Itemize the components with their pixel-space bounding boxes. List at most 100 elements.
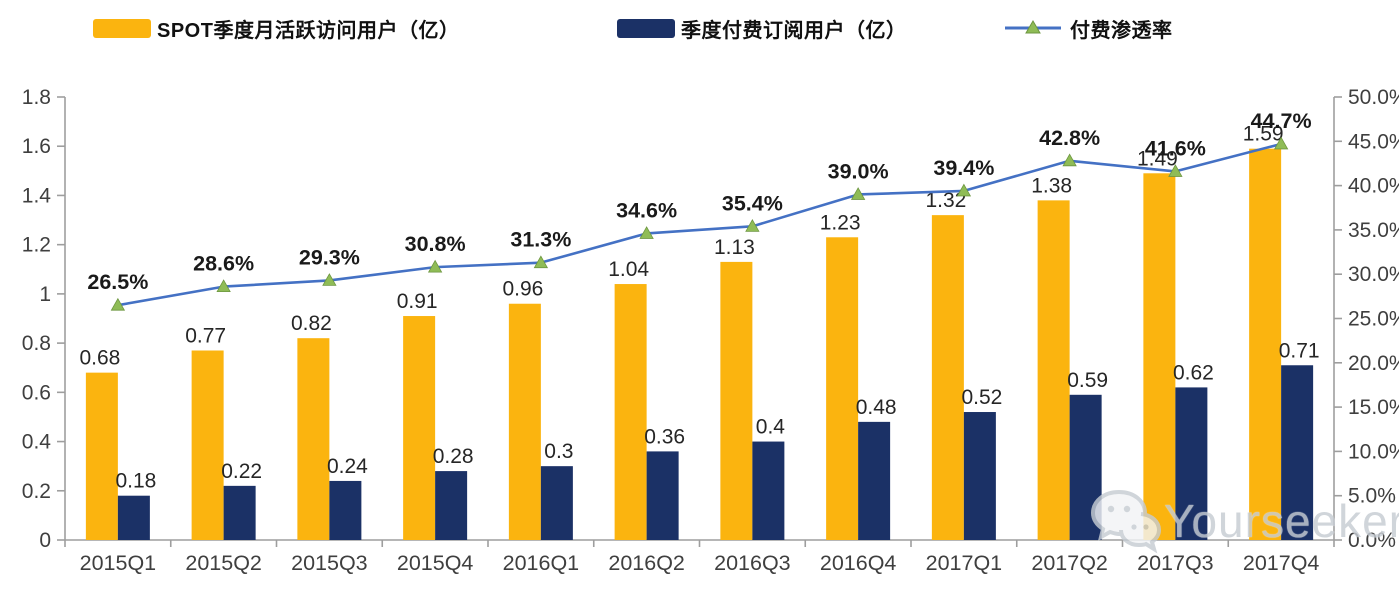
penetration-value-label: 30.8% bbox=[405, 232, 466, 256]
right-axis-label: 10.0% bbox=[1348, 440, 1399, 463]
bar-paid bbox=[1281, 365, 1314, 540]
x-axis-category-label: 2017Q4 bbox=[1243, 551, 1320, 575]
bar-paid-value-label: 0.4 bbox=[756, 416, 786, 439]
bar-paid-value-label: 0.28 bbox=[433, 445, 474, 468]
bar-mau bbox=[508, 303, 541, 540]
right-axis-label: 15.0% bbox=[1348, 396, 1399, 419]
penetration-value-label: 42.8% bbox=[1039, 126, 1100, 150]
bar-mau-value-label: 1.49 bbox=[1137, 147, 1178, 170]
x-axis-category-label: 2016Q2 bbox=[608, 551, 685, 575]
bar-paid bbox=[540, 466, 573, 540]
penetration-value-label: 34.6% bbox=[616, 198, 677, 222]
bar-mau-value-label: 0.91 bbox=[397, 290, 438, 313]
bar-paid-value-label: 0.24 bbox=[327, 455, 368, 478]
penetration-value-label: 35.4% bbox=[722, 191, 783, 215]
legend-label-penetration: 付费渗透率 bbox=[1070, 19, 1173, 42]
bar-mau bbox=[826, 237, 859, 541]
right-axis-label: 0.0% bbox=[1348, 529, 1396, 552]
bar-paid-value-label: 0.3 bbox=[544, 440, 573, 463]
bar-paid bbox=[1175, 387, 1208, 540]
penetration-legend-marker bbox=[1004, 18, 1062, 38]
bar-paid bbox=[858, 421, 891, 540]
right-axis-label: 40.0% bbox=[1348, 175, 1399, 198]
x-axis-category-label: 2015Q4 bbox=[397, 551, 474, 575]
bar-mau-value-label: 0.68 bbox=[79, 347, 120, 370]
bar-paid-value-label: 0.52 bbox=[961, 386, 1002, 409]
bar-mau bbox=[1249, 148, 1282, 540]
bar-mau-value-label: 0.77 bbox=[185, 324, 226, 347]
bar-mau bbox=[1037, 200, 1070, 540]
left-axis-label: 0.2 bbox=[22, 480, 51, 503]
x-axis-category-label: 2016Q4 bbox=[820, 551, 897, 575]
bar-paid-value-label: 0.18 bbox=[115, 470, 156, 493]
bar-paid bbox=[1069, 394, 1102, 540]
right-axis-label: 5.0% bbox=[1348, 485, 1396, 508]
left-axis-label: 0.4 bbox=[22, 431, 52, 454]
bar-paid bbox=[435, 471, 468, 540]
penetration-marker bbox=[745, 219, 760, 232]
bar-paid-value-label: 0.59 bbox=[1067, 369, 1108, 392]
x-axis-category-label: 2015Q3 bbox=[291, 551, 368, 575]
penetration-value-label: 39.0% bbox=[828, 159, 889, 183]
legend: SPOT季度月活跃访问用户（亿） 季度付费订阅用户（亿） 付费渗透率 bbox=[0, 14, 1399, 50]
left-axis-label: 1.4 bbox=[22, 184, 52, 207]
penetration-marker bbox=[533, 255, 549, 269]
left-axis-label: 0 bbox=[39, 529, 51, 552]
legend-item-penetration: 付费渗透率 bbox=[1004, 14, 1173, 42]
x-axis-category-label: 2017Q1 bbox=[926, 551, 1003, 575]
bar-paid bbox=[223, 485, 256, 540]
penetration-value-label: 29.3% bbox=[299, 245, 360, 269]
penetration-marker bbox=[1273, 136, 1289, 150]
bar-mau bbox=[720, 261, 753, 540]
bar-mau bbox=[191, 350, 224, 540]
left-axis-label: 1.2 bbox=[22, 234, 51, 257]
bar-mau bbox=[1143, 173, 1176, 541]
right-axis-label: 35.0% bbox=[1348, 219, 1399, 242]
bar-paid-value-label: 0.48 bbox=[856, 396, 897, 419]
right-axis-label: 25.0% bbox=[1348, 308, 1399, 331]
penetration-marker bbox=[1062, 153, 1077, 167]
left-axis-label: 1.8 bbox=[22, 86, 51, 109]
penetration-value-label: 26.5% bbox=[87, 270, 148, 294]
bar-mau bbox=[297, 338, 330, 540]
penetration-marker bbox=[110, 297, 126, 311]
penetration-marker bbox=[427, 259, 443, 273]
penetration-value-label: 39.4% bbox=[933, 156, 994, 180]
x-axis-category-label: 2016Q1 bbox=[503, 551, 580, 575]
mau-legend-swatch bbox=[93, 18, 151, 38]
bar-mau bbox=[614, 284, 647, 540]
penetration-value-label: 44.7% bbox=[1251, 109, 1312, 133]
x-axis-category-label: 2015Q2 bbox=[185, 551, 262, 575]
x-axis-category-label: 2015Q1 bbox=[80, 551, 157, 575]
left-axis-label: 1.6 bbox=[22, 135, 51, 158]
legend-item-paid: 季度付费订阅用户（亿） bbox=[617, 14, 907, 42]
bar-mau-value-label: 1.23 bbox=[820, 211, 861, 234]
bar-paid bbox=[329, 480, 362, 540]
penetration-marker bbox=[216, 279, 231, 293]
bar-paid bbox=[117, 495, 150, 540]
bar-mau-value-label: 1.32 bbox=[925, 189, 966, 212]
right-axis-label: 30.0% bbox=[1348, 263, 1399, 286]
legend-label-paid: 季度付费订阅用户（亿） bbox=[681, 19, 907, 42]
bar-paid bbox=[646, 451, 679, 540]
bar-mau-value-label: 0.82 bbox=[291, 312, 332, 335]
x-axis-category-label: 2017Q2 bbox=[1031, 551, 1108, 575]
penetration-marker bbox=[956, 183, 972, 197]
bar-paid bbox=[752, 441, 785, 540]
penetration-marker bbox=[322, 273, 337, 286]
paid-legend-swatch bbox=[617, 18, 675, 38]
bar-paid-value-label: 0.22 bbox=[221, 460, 262, 483]
penetration-value-label: 28.6% bbox=[193, 252, 254, 276]
bar-paid-value-label: 0.71 bbox=[1279, 339, 1320, 362]
bar-paid-value-label: 0.36 bbox=[644, 425, 685, 448]
legend-item-mau: SPOT季度月活跃访问用户（亿） bbox=[93, 14, 459, 42]
bar-mau-value-label: 1.13 bbox=[714, 236, 755, 259]
bar-mau-value-label: 0.96 bbox=[502, 278, 543, 301]
left-axis-label: 0.8 bbox=[22, 332, 51, 355]
bar-mau bbox=[85, 372, 118, 540]
x-axis-category-label: 2016Q3 bbox=[714, 551, 791, 575]
bar-paid bbox=[963, 412, 996, 540]
legend-label-mau: SPOT季度月活跃访问用户（亿） bbox=[157, 19, 460, 42]
